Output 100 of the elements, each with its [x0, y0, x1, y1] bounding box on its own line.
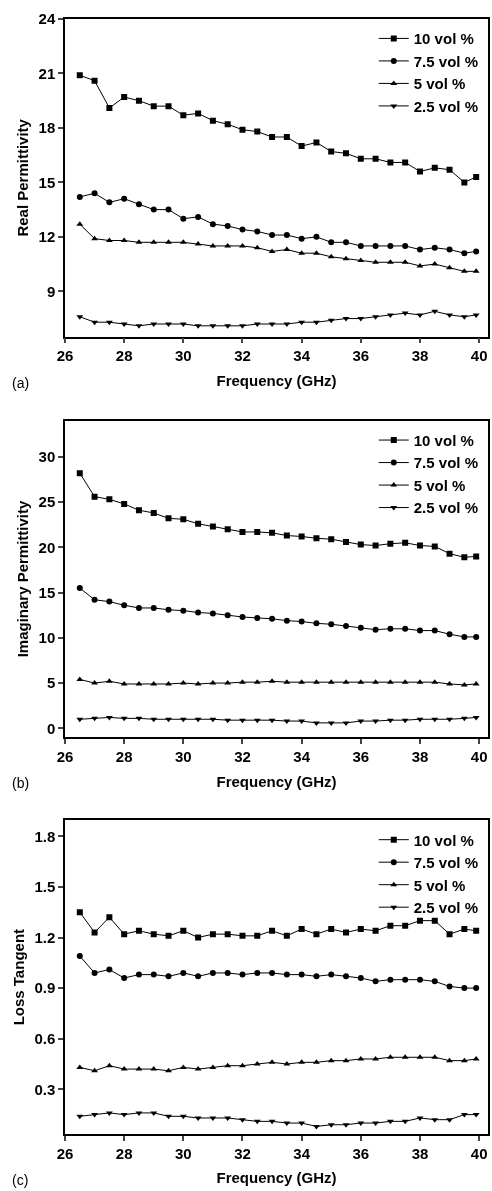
point [135, 507, 142, 514]
point [135, 201, 142, 208]
point [357, 242, 364, 249]
y-tick-label: 18 [38, 119, 56, 137]
point [283, 134, 290, 140]
x-axis-title: Frequency (GHz) [216, 772, 337, 790]
y-axis-title: Loss Tangent [10, 928, 28, 1026]
y-tick-label: 24 [38, 10, 56, 28]
point [431, 627, 438, 634]
point [372, 542, 379, 549]
point [106, 914, 113, 921]
point [416, 168, 423, 175]
point [402, 539, 409, 546]
x-tick-label: 26 [56, 748, 74, 766]
point [416, 976, 423, 983]
point [106, 966, 113, 973]
point [254, 228, 261, 235]
x-tick-label: 28 [115, 748, 133, 766]
point [239, 1118, 246, 1123]
point [402, 922, 409, 929]
y-tick-label: 0.3 [34, 1080, 56, 1098]
point [150, 103, 157, 110]
point [283, 971, 290, 978]
point [283, 532, 290, 539]
point [473, 553, 480, 560]
point [298, 143, 305, 150]
point [195, 609, 202, 616]
point [106, 104, 113, 111]
y-axis-title: Real Permittivity [14, 118, 32, 237]
point [269, 134, 276, 140]
point [461, 179, 468, 186]
point [446, 246, 453, 253]
point [106, 598, 113, 605]
point [461, 633, 468, 640]
x-tick-label: 28 [115, 1144, 133, 1162]
point [269, 529, 276, 536]
y-tick-label: 0.9 [34, 979, 56, 997]
point [121, 94, 128, 101]
point [387, 242, 394, 249]
text: (b) [12, 775, 30, 791]
y-tick-label: 9 [46, 282, 56, 300]
point [446, 983, 453, 990]
point [209, 117, 216, 124]
point [180, 215, 187, 222]
point [105, 1062, 113, 1068]
point [416, 627, 423, 634]
y-tick-label: 25 [38, 493, 56, 511]
x-axis-title: Frequency (GHz) [216, 1169, 337, 1187]
point [313, 931, 320, 938]
point [91, 969, 98, 976]
legend-label: 10 vol % [413, 831, 474, 849]
point [402, 625, 409, 632]
x-tick-label: 38 [411, 748, 429, 766]
point [357, 975, 364, 981]
x-tick-label: 32 [234, 748, 251, 766]
point [386, 1119, 394, 1125]
point [416, 917, 423, 924]
y-tick-label: 5 [46, 674, 56, 692]
point [106, 496, 113, 503]
point [343, 150, 350, 157]
point [473, 985, 480, 992]
point [195, 973, 202, 980]
point [387, 159, 394, 166]
x-tick-label: 36 [352, 1144, 370, 1162]
point [239, 528, 246, 535]
point [150, 604, 157, 611]
point [446, 166, 453, 173]
point [372, 155, 379, 162]
point [180, 927, 187, 934]
legend-label: 2.5 vol % [413, 499, 478, 517]
point [269, 615, 276, 622]
legend-label: 7.5 vol % [413, 454, 478, 472]
point [106, 199, 113, 206]
point [387, 976, 394, 983]
point [298, 533, 305, 540]
point [460, 716, 468, 722]
point [120, 716, 128, 722]
point [150, 509, 157, 516]
legend-label: 2.5 vol % [413, 97, 478, 115]
point [239, 324, 246, 329]
x-tick-label: 40 [470, 748, 488, 766]
x-tick-label: 34 [293, 1144, 311, 1162]
point [328, 536, 335, 543]
point [76, 585, 83, 592]
point [91, 716, 99, 722]
point [446, 931, 453, 938]
x-tick-label: 34 [293, 347, 311, 365]
point [461, 250, 468, 257]
point [254, 528, 261, 535]
point [254, 969, 261, 976]
point [76, 909, 83, 916]
point [254, 128, 261, 135]
point [91, 493, 98, 500]
point [372, 927, 379, 934]
point [446, 550, 453, 557]
point [180, 112, 187, 119]
x-tick-label: 40 [470, 347, 488, 365]
legend-label: 2.5 vol % [413, 899, 478, 917]
x-tick-label: 36 [352, 748, 370, 766]
y-tick-label: 30 [38, 448, 56, 466]
